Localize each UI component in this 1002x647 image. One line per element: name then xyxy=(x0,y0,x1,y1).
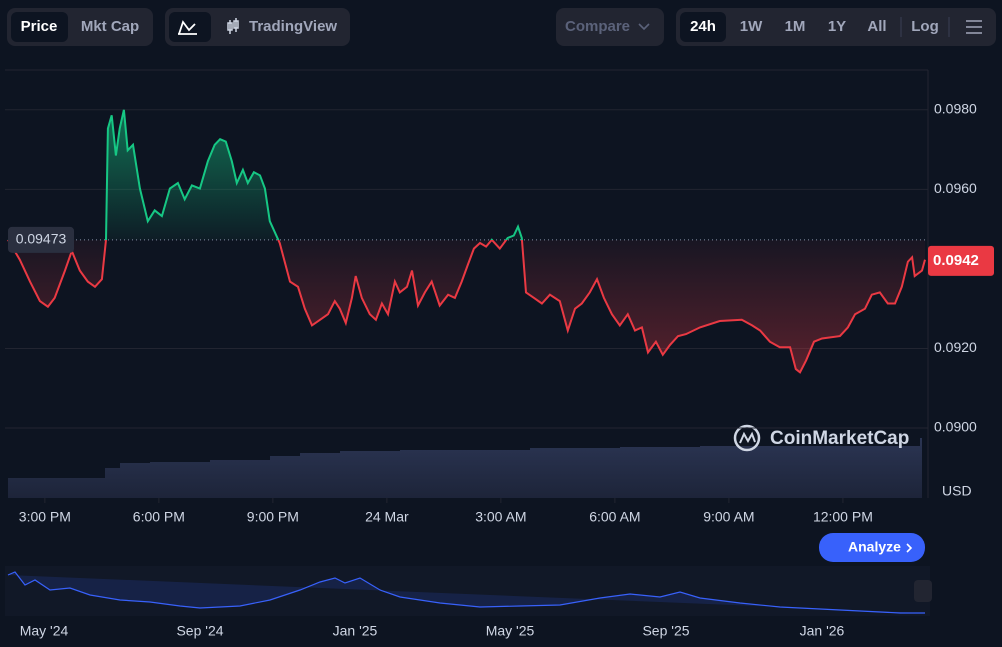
watermark: CoinMarketCap xyxy=(770,428,909,449)
line-chart-button[interactable] xyxy=(169,12,211,42)
x-tick-label: 3:00 PM xyxy=(19,509,71,525)
price-line xyxy=(7,109,926,374)
range-button[interactable]: 24h xyxy=(690,18,716,35)
compare-label: Compare xyxy=(565,18,630,35)
navigator-label: Sep '24 xyxy=(176,623,223,639)
price-area xyxy=(8,109,925,373)
x-tick-label: 6:00 PM xyxy=(133,509,185,525)
x-tick-label: 6:00 AM xyxy=(589,509,640,525)
range-button[interactable]: 1Y xyxy=(828,18,846,35)
tradingview-button[interactable]: TradingView xyxy=(249,18,337,35)
analyze-chevron xyxy=(906,543,913,553)
chevron xyxy=(638,23,650,31)
navigator-label: May '24 xyxy=(20,623,69,639)
range-group xyxy=(676,8,996,46)
navigator-label: May '25 xyxy=(486,623,535,639)
last-price-label: 0.0942 xyxy=(933,252,979,269)
compare-button[interactable] xyxy=(556,8,664,46)
analyze-label: Analyze xyxy=(848,539,901,555)
x-tick-label: 9:00 PM xyxy=(247,509,299,525)
price-label: Price xyxy=(21,18,58,35)
chart-type-group xyxy=(165,8,350,46)
volume xyxy=(8,438,922,498)
reference-label: 0.09473 xyxy=(16,231,67,247)
logo xyxy=(733,424,761,452)
analyze-button[interactable] xyxy=(819,533,925,562)
unit-label: USD xyxy=(942,483,972,499)
range-active xyxy=(680,12,726,42)
range-button[interactable]: 1M xyxy=(785,18,806,35)
range-button[interactable]: All xyxy=(867,18,886,35)
range-button[interactable]: 1W xyxy=(740,18,763,35)
line-icon xyxy=(178,20,197,35)
price-button[interactable] xyxy=(11,12,68,42)
navigator-label: Jan '25 xyxy=(333,623,378,639)
y-tick-label: 0.0960 xyxy=(934,180,977,196)
y-tick-label: 0.0900 xyxy=(934,419,977,435)
y-tick-label: 0.0920 xyxy=(934,339,977,355)
log-button[interactable]: Log xyxy=(911,18,939,35)
x-tick-label: 12:00 PM xyxy=(813,509,873,525)
mkt-cap-button[interactable]: Mkt Cap xyxy=(81,18,139,35)
x-tick-label: 9:00 AM xyxy=(703,509,754,525)
settings-icon[interactable] xyxy=(966,20,982,34)
candle-icon xyxy=(227,18,239,34)
navigator-label: Jan '26 xyxy=(800,623,845,639)
x-tick-label: 3:00 AM xyxy=(475,509,526,525)
logo-mark xyxy=(739,431,756,444)
navigator-handle[interactable] xyxy=(914,580,932,602)
last-price-badge xyxy=(928,245,994,276)
navigator xyxy=(5,566,930,616)
x-tick-label: 24 Mar xyxy=(365,509,409,525)
reference-badge xyxy=(8,226,74,253)
navigator-line xyxy=(7,571,925,614)
y-tick-label: 0.0980 xyxy=(934,100,977,116)
navigator-label: Sep '25 xyxy=(642,623,689,639)
